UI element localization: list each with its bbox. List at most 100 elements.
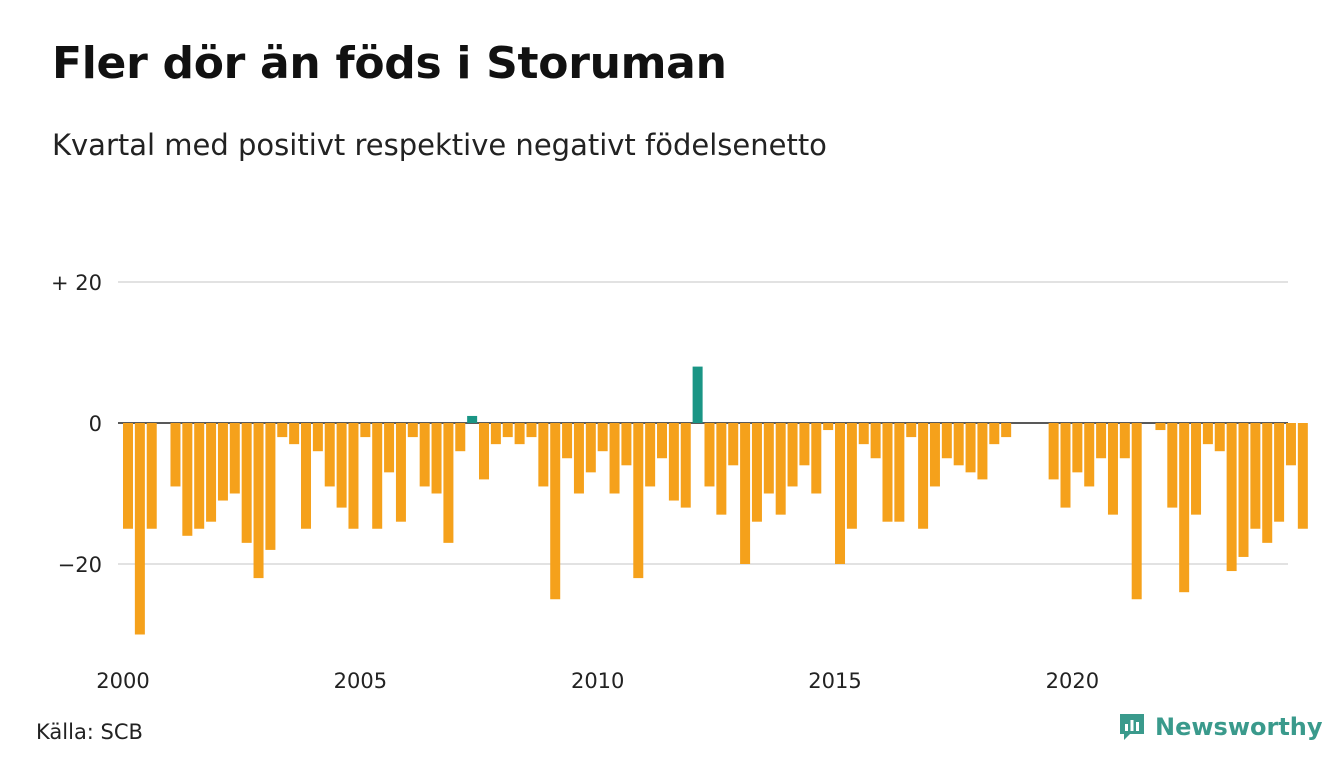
bar-negative [182, 423, 193, 536]
bar-negative [514, 423, 525, 445]
bar-negative [763, 423, 774, 494]
bar-negative [1262, 423, 1273, 543]
bar-negative [123, 423, 133, 529]
bar-negative [811, 423, 822, 494]
bar-negative [787, 423, 798, 487]
bar-negative [395, 423, 406, 522]
bar-negative [1285, 423, 1296, 466]
bar-negative [479, 423, 490, 480]
bar-negative [1072, 423, 1083, 473]
bar-negative [229, 423, 240, 494]
y-tick-label: −20 [58, 553, 102, 577]
bar-chart-logo-icon [1120, 714, 1144, 740]
bar-negative [384, 423, 395, 473]
bar-negative [301, 423, 312, 529]
bar-negative [550, 423, 561, 600]
bar-negative [265, 423, 276, 550]
x-tick-label: 2010 [571, 669, 624, 693]
bar-negative [858, 423, 869, 445]
bar-negative [906, 423, 917, 438]
bar-negative [312, 423, 323, 452]
bar-negative [360, 423, 371, 438]
bar-negative [1048, 423, 1059, 480]
bar-negative [740, 423, 751, 564]
bar-negative [585, 423, 596, 473]
y-tick-label: 0 [89, 412, 102, 436]
bar-negative [348, 423, 359, 529]
bar-negative [775, 423, 786, 515]
bar-negative [372, 423, 383, 529]
bar-negative [170, 423, 181, 487]
source-note: Källa: SCB [36, 720, 143, 744]
bar-negative [882, 423, 893, 522]
bar-negative [1226, 423, 1237, 572]
x-tick-label: 2015 [808, 669, 861, 693]
bar-negative [941, 423, 952, 459]
bar-negative [1214, 423, 1225, 452]
bar-negative [870, 423, 881, 459]
bar-negative [894, 423, 905, 522]
bar-negative [965, 423, 976, 473]
bar-negative [835, 423, 846, 564]
bar-negative [680, 423, 691, 508]
bar-negative [217, 423, 228, 501]
bar-negative [455, 423, 466, 452]
x-tick-label: 2000 [96, 669, 149, 693]
bar-negative [443, 423, 454, 543]
bar-positive [692, 366, 703, 423]
bar-positive [467, 415, 478, 423]
brand-logo[interactable]: Newsworthy [1118, 712, 1323, 742]
bar-negative [918, 423, 929, 529]
bar-negative [1119, 423, 1130, 459]
bar-negative [846, 423, 857, 529]
y-tick-label: + 20 [51, 271, 102, 295]
bar-negative [657, 423, 668, 459]
bar-negative [336, 423, 347, 508]
bar-negative [633, 423, 644, 579]
bar-negative [716, 423, 727, 515]
x-tick-label: 2020 [1046, 669, 1099, 693]
label-layer: + 20 0 −20 2000 2005 2010 2015 2020 [51, 271, 1099, 693]
bar-negative [490, 423, 501, 445]
bar-negative [562, 423, 573, 459]
bar-negative [1179, 423, 1190, 593]
bar-negative [407, 423, 418, 438]
chart-title: Fler dör än föds i Storuman [52, 38, 727, 89]
bar-negative [1155, 423, 1166, 431]
bar-negative [1060, 423, 1071, 508]
bar-negative [989, 423, 1000, 445]
bar-negative [621, 423, 632, 466]
bar-negative [704, 423, 715, 487]
bar-negative [799, 423, 810, 466]
bar-negative [419, 423, 430, 487]
brand-name: Newsworthy [1155, 713, 1323, 741]
bar-negative [526, 423, 537, 438]
bar-negative [977, 423, 988, 480]
bar-negative [1131, 423, 1142, 600]
bar-negative [1274, 423, 1285, 522]
bar-negative [609, 423, 620, 494]
bar-negative [573, 423, 584, 494]
chart-subtitle: Kvartal med positivt respektive negativt… [52, 128, 827, 162]
bar-negative [645, 423, 656, 487]
bar-negative [953, 423, 964, 466]
bar-negative [1202, 423, 1213, 445]
bar-negative [1167, 423, 1178, 508]
bar-negative [289, 423, 300, 445]
bar-negative [1096, 423, 1107, 459]
bar-negative [324, 423, 335, 487]
bar-chart: + 20 0 −20 2000 2005 2010 2015 2020 [51, 271, 1308, 693]
bar-negative [597, 423, 608, 452]
x-tick-label: 2005 [334, 669, 387, 693]
bar-negative [668, 423, 679, 501]
bar-negative [751, 423, 762, 522]
bar-negative [1250, 423, 1261, 529]
bar-negative [823, 423, 834, 431]
bar-negative [1001, 423, 1012, 438]
bar-negative [1191, 423, 1202, 515]
bar-negative [1297, 423, 1308, 529]
bar-negative [502, 423, 513, 438]
bar-negative [134, 423, 145, 635]
bar-negative [1084, 423, 1095, 487]
bar-negative [431, 423, 442, 494]
